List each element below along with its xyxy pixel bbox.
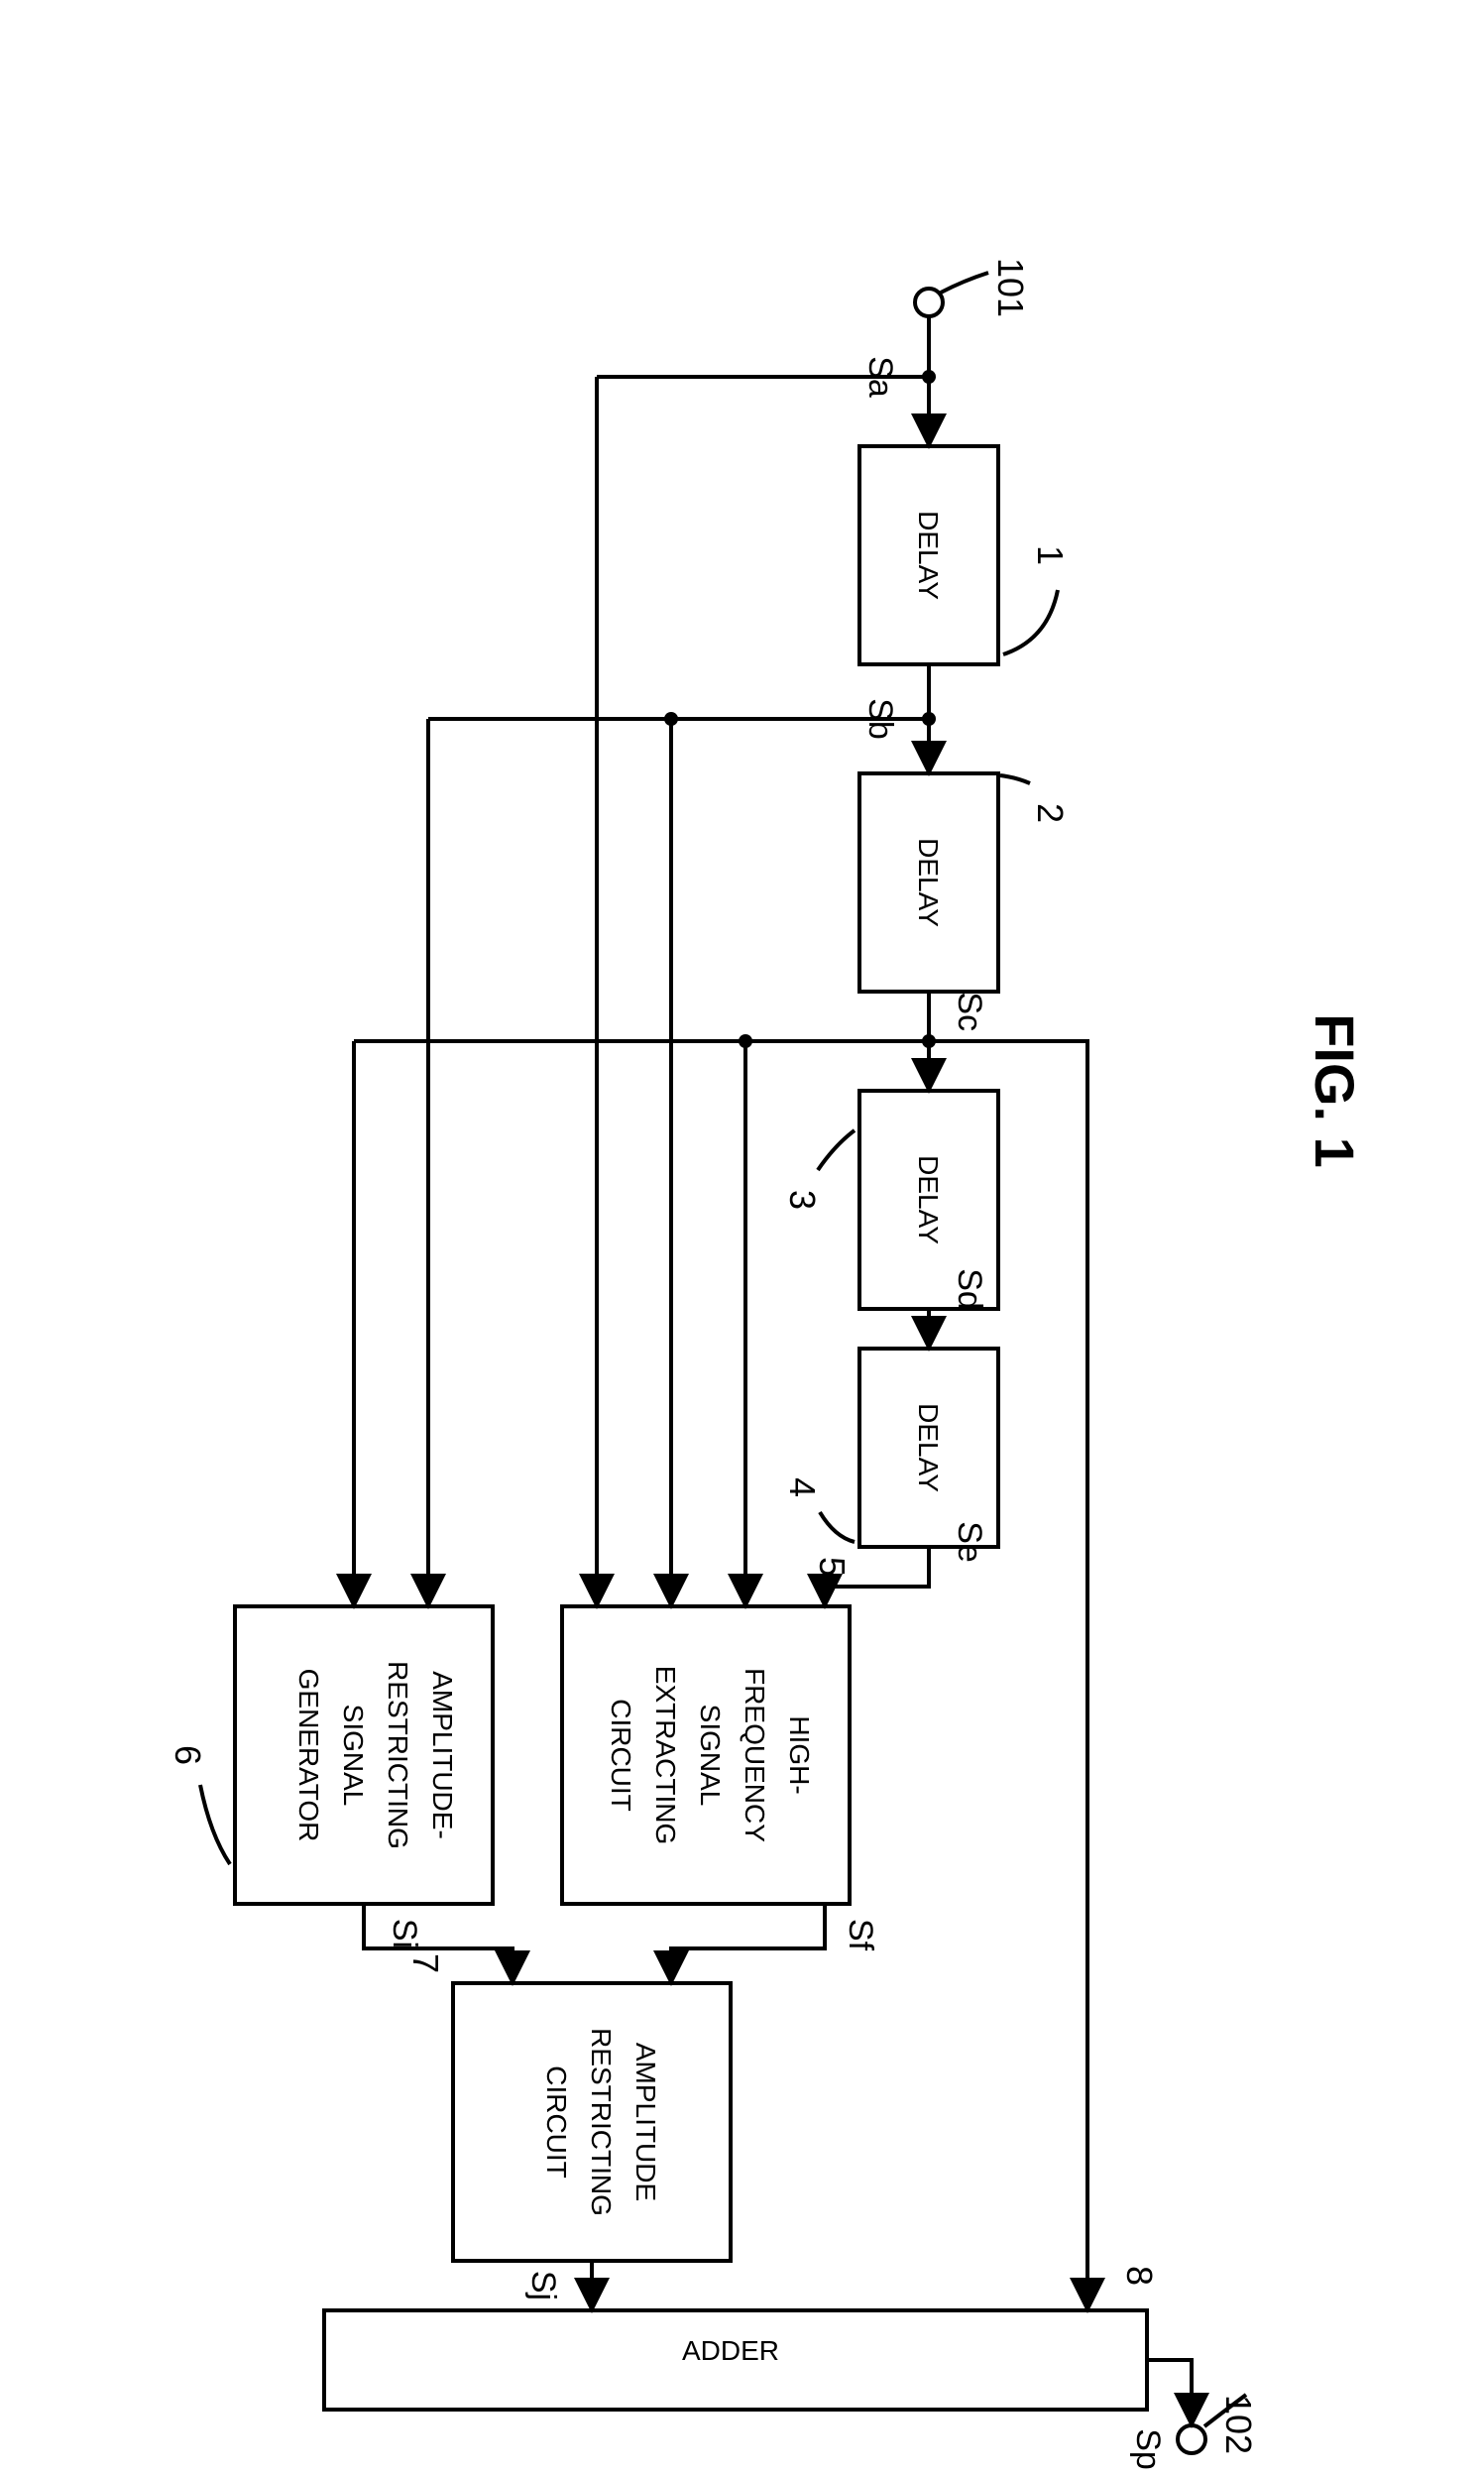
arc-ref: 7	[405, 1953, 446, 1973]
hf-label-5: CIRCUIT	[606, 1699, 636, 1812]
adder-ref: 8	[1119, 2266, 1160, 2286]
input-terminal-ref: 101	[990, 258, 1031, 317]
delay-4-ref: 4	[782, 1477, 823, 1497]
input-terminal: 101	[915, 258, 1031, 317]
sig-Sa: Sa	[861, 356, 899, 398]
arsg-label-1: AMPLITUDE-	[427, 1671, 458, 1839]
amp-restricting-block: AMPLITUDE RESTRICTING CIRCUIT 7	[405, 1953, 731, 2261]
figure-title: FIG. 1	[1304, 1013, 1366, 1168]
hf-label-1: HIGH-	[784, 1715, 815, 1794]
hf-ref: 5	[812, 1557, 853, 1577]
sig-Sb: Sb	[861, 698, 899, 740]
delay-3-label: DELAY	[913, 1155, 944, 1244]
hf-label-2: FREQUENCY	[740, 1668, 770, 1842]
hf-label-3: SIGNAL	[695, 1705, 726, 1807]
delay-3-ref: 3	[782, 1190, 823, 1210]
adder-block: ADDER 8	[324, 2266, 1160, 2410]
sig-Sd: Sd	[951, 1268, 988, 1310]
delay-4-label: DELAY	[913, 1403, 944, 1492]
sig-Sp: Sp	[1129, 2428, 1167, 2470]
arsg-label-2: RESTRICTING	[383, 1661, 413, 1849]
ars-generator-block: AMPLITUDE- RESTRICTING SIGNAL GENERATOR …	[168, 1606, 493, 1904]
delay-1-label: DELAY	[913, 511, 944, 600]
delay-2-ref: 2	[1030, 803, 1071, 823]
arc-label-3: CIRCUIT	[541, 2065, 572, 2179]
output-terminal-ref: 102	[1218, 2395, 1259, 2454]
hf-extracting-block: HIGH- FREQUENCY SIGNAL EXTRACTING CIRCUI…	[562, 1557, 853, 1904]
delay-1-block: DELAY 1	[859, 446, 1071, 664]
delay-2-label: DELAY	[913, 838, 944, 927]
signal-labels: Sa Sb Sc Sd Se Sf Si Sj Sp	[386, 356, 1167, 2470]
arsg-ref: 6	[168, 1745, 208, 1765]
delay-1-ref: 1	[1030, 545, 1071, 565]
sig-Sj: Sj	[524, 2271, 562, 2300]
hf-label-4: EXTRACTING	[650, 1666, 681, 1844]
arsg-label-3: SIGNAL	[338, 1705, 369, 1807]
arc-label-2: RESTRICTING	[586, 2028, 617, 2216]
adder-label: ADDER	[682, 2335, 779, 2366]
delay-4-block: DELAY 4	[782, 1349, 998, 1547]
wiring	[354, 316, 1192, 2425]
delay-2-block: DELAY 2	[859, 773, 1071, 992]
sig-Se: Se	[951, 1521, 988, 1563]
sig-Sf: Sf	[842, 1919, 879, 1951]
arsg-label-4: GENERATOR	[293, 1669, 324, 1842]
arc-label-1: AMPLITUDE	[630, 2043, 661, 2201]
sig-Sc: Sc	[951, 992, 988, 1031]
sig-Si: Si	[386, 1919, 423, 1948]
